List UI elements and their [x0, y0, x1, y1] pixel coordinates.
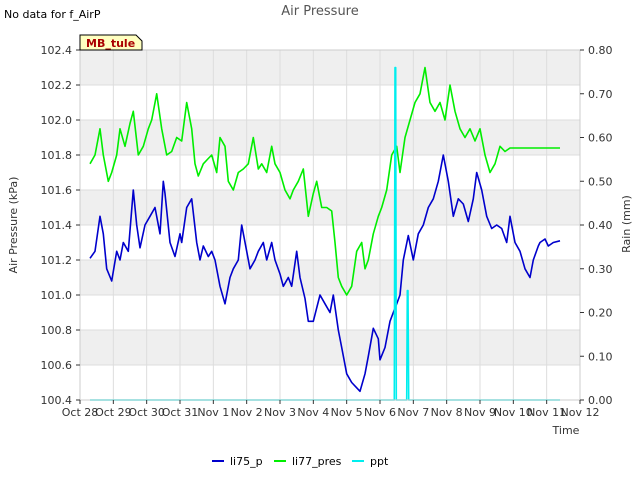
- y-tick-label: 102.0: [41, 114, 73, 127]
- grid-band: [80, 50, 580, 85]
- grid-band: [80, 120, 580, 155]
- y-tick-label: 101.6: [41, 184, 73, 197]
- legend-label-ppt: ppt: [370, 455, 389, 468]
- x-tick-label: Nov 10: [494, 406, 533, 419]
- legend-label-li75_p: li75_p: [230, 455, 263, 468]
- y2-tick-label: 0.60: [588, 132, 613, 145]
- grid-bands: [80, 50, 580, 365]
- legend-label-li77_pres: li77_pres: [292, 455, 342, 468]
- y-axis-right: 0.00 0.10 0.20 0.30 0.40 0.50 0.60 0.70 0.80: [580, 44, 613, 407]
- x-tick-label: Oct 30: [128, 406, 165, 419]
- y2-tick-label: 0.40: [588, 219, 613, 232]
- y-tick-label: 102.2: [41, 79, 73, 92]
- y2-tick-label: 0.00: [588, 394, 613, 407]
- y-tick-label: 100.8: [41, 324, 73, 337]
- chart-title: Air Pressure: [281, 4, 359, 19]
- x-tick-label: Nov 12: [561, 406, 600, 419]
- x-tick-label: Nov 4: [297, 406, 329, 419]
- x-tick-label: Oct 28: [62, 406, 99, 419]
- x-tick-label: Oct 29: [95, 406, 132, 419]
- x-tick-label: Nov 9: [464, 406, 496, 419]
- y2-tick-label: 0.80: [588, 44, 613, 57]
- y2-tick-label: 0.30: [588, 263, 613, 276]
- x-tick-label: Nov 7: [397, 406, 429, 419]
- legend: li75_p li77_pres ppt: [212, 455, 389, 468]
- x-tick-label: Nov 6: [364, 406, 396, 419]
- x-tick-label: Nov 11: [527, 406, 566, 419]
- x-tick-label: Nov 1: [197, 406, 229, 419]
- x-tick-label: Nov 5: [331, 406, 363, 419]
- x-tick-label: Nov 2: [231, 406, 263, 419]
- y2-tick-label: 0.10: [588, 350, 613, 363]
- y2-axis-label: Rain (mm): [620, 195, 633, 253]
- y-tick-label: 101.4: [41, 219, 73, 232]
- station-label: MB_tule: [86, 37, 135, 50]
- y-tick-label: 101.2: [41, 254, 73, 267]
- y2-tick-label: 0.20: [588, 307, 613, 320]
- x-axis-label: Time: [552, 424, 580, 437]
- series-line-li75_p: [89, 154, 561, 393]
- y-tick-label: 101.8: [41, 149, 73, 162]
- station-badge: MB_tule: [79, 34, 143, 51]
- series-line-li77_pres: [89, 66, 560, 296]
- grid-band: [80, 190, 580, 225]
- y-tick-label: 100.4: [41, 394, 73, 407]
- x-tick-label: Nov 8: [431, 406, 463, 419]
- y2-tick-label: 0.70: [588, 88, 613, 101]
- y-axis-left: 100.4 100.6 100.8 101.0 101.2 101.4 101.6 101.8…: [41, 44, 80, 407]
- y-tick-label: 101.0: [41, 289, 73, 302]
- y-axis-label: Air Pressure (kPa): [7, 177, 20, 274]
- y2-tick-label: 0.50: [588, 175, 613, 188]
- y-tick-label: 100.6: [41, 359, 73, 372]
- grid-band: [80, 330, 580, 365]
- x-tick-label: Oct 31: [162, 406, 199, 419]
- x-tick-label: Nov 3: [264, 406, 296, 419]
- y-tick-label: 102.4: [41, 44, 73, 57]
- grid-band: [80, 260, 580, 295]
- no-data-note: No data for f_AirP: [4, 8, 101, 21]
